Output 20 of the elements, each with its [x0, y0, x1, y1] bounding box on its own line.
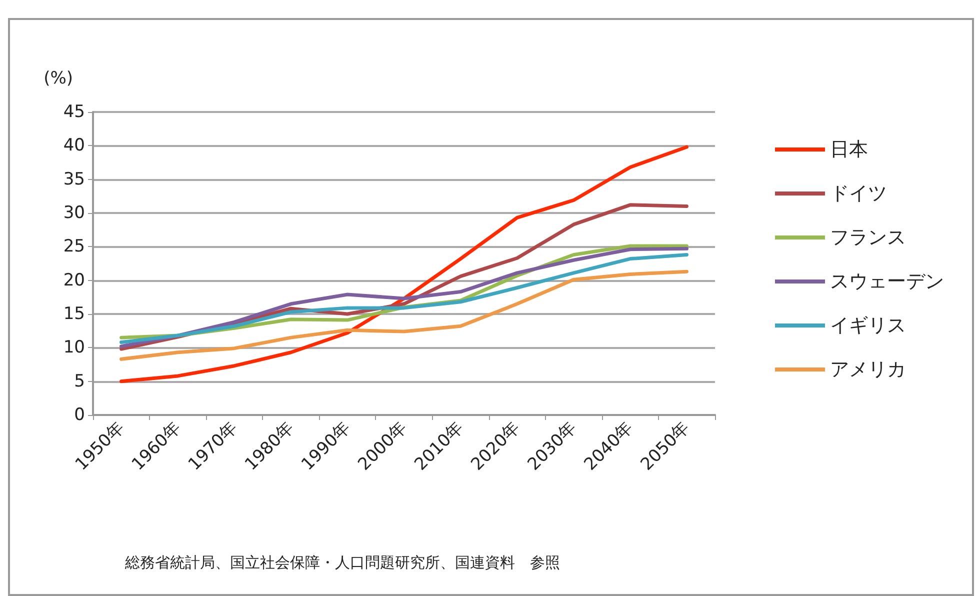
y-tick-label: 45	[63, 102, 85, 122]
legend-label: ドイツ	[830, 182, 887, 204]
y-tick-label: 5	[74, 371, 85, 392]
y-tick-label: 10	[63, 338, 85, 358]
y-tick-label: 25	[63, 236, 85, 257]
legend-label: フランス	[830, 226, 906, 248]
y-tick-label: 40	[63, 136, 85, 156]
line-series	[120, 145, 688, 384]
y-tick-label: 20	[63, 270, 85, 290]
text: 総務省統計局、国立社会保障・人口問題研究所、国連資料 参照	[124, 554, 560, 572]
y-tick-label: 15	[63, 304, 85, 324]
y-tick-label: 30	[63, 203, 85, 223]
legend-label: 日本	[830, 138, 868, 160]
y-tick-label: 35	[63, 169, 85, 190]
line-series	[120, 270, 688, 361]
y-axis-title: (%)	[44, 68, 73, 88]
legend-label: イギリス	[830, 314, 906, 336]
y-tick-label: 0	[74, 405, 85, 425]
legend-label: アメリカ	[830, 358, 906, 380]
legend-label: スウェーデン	[830, 270, 944, 292]
